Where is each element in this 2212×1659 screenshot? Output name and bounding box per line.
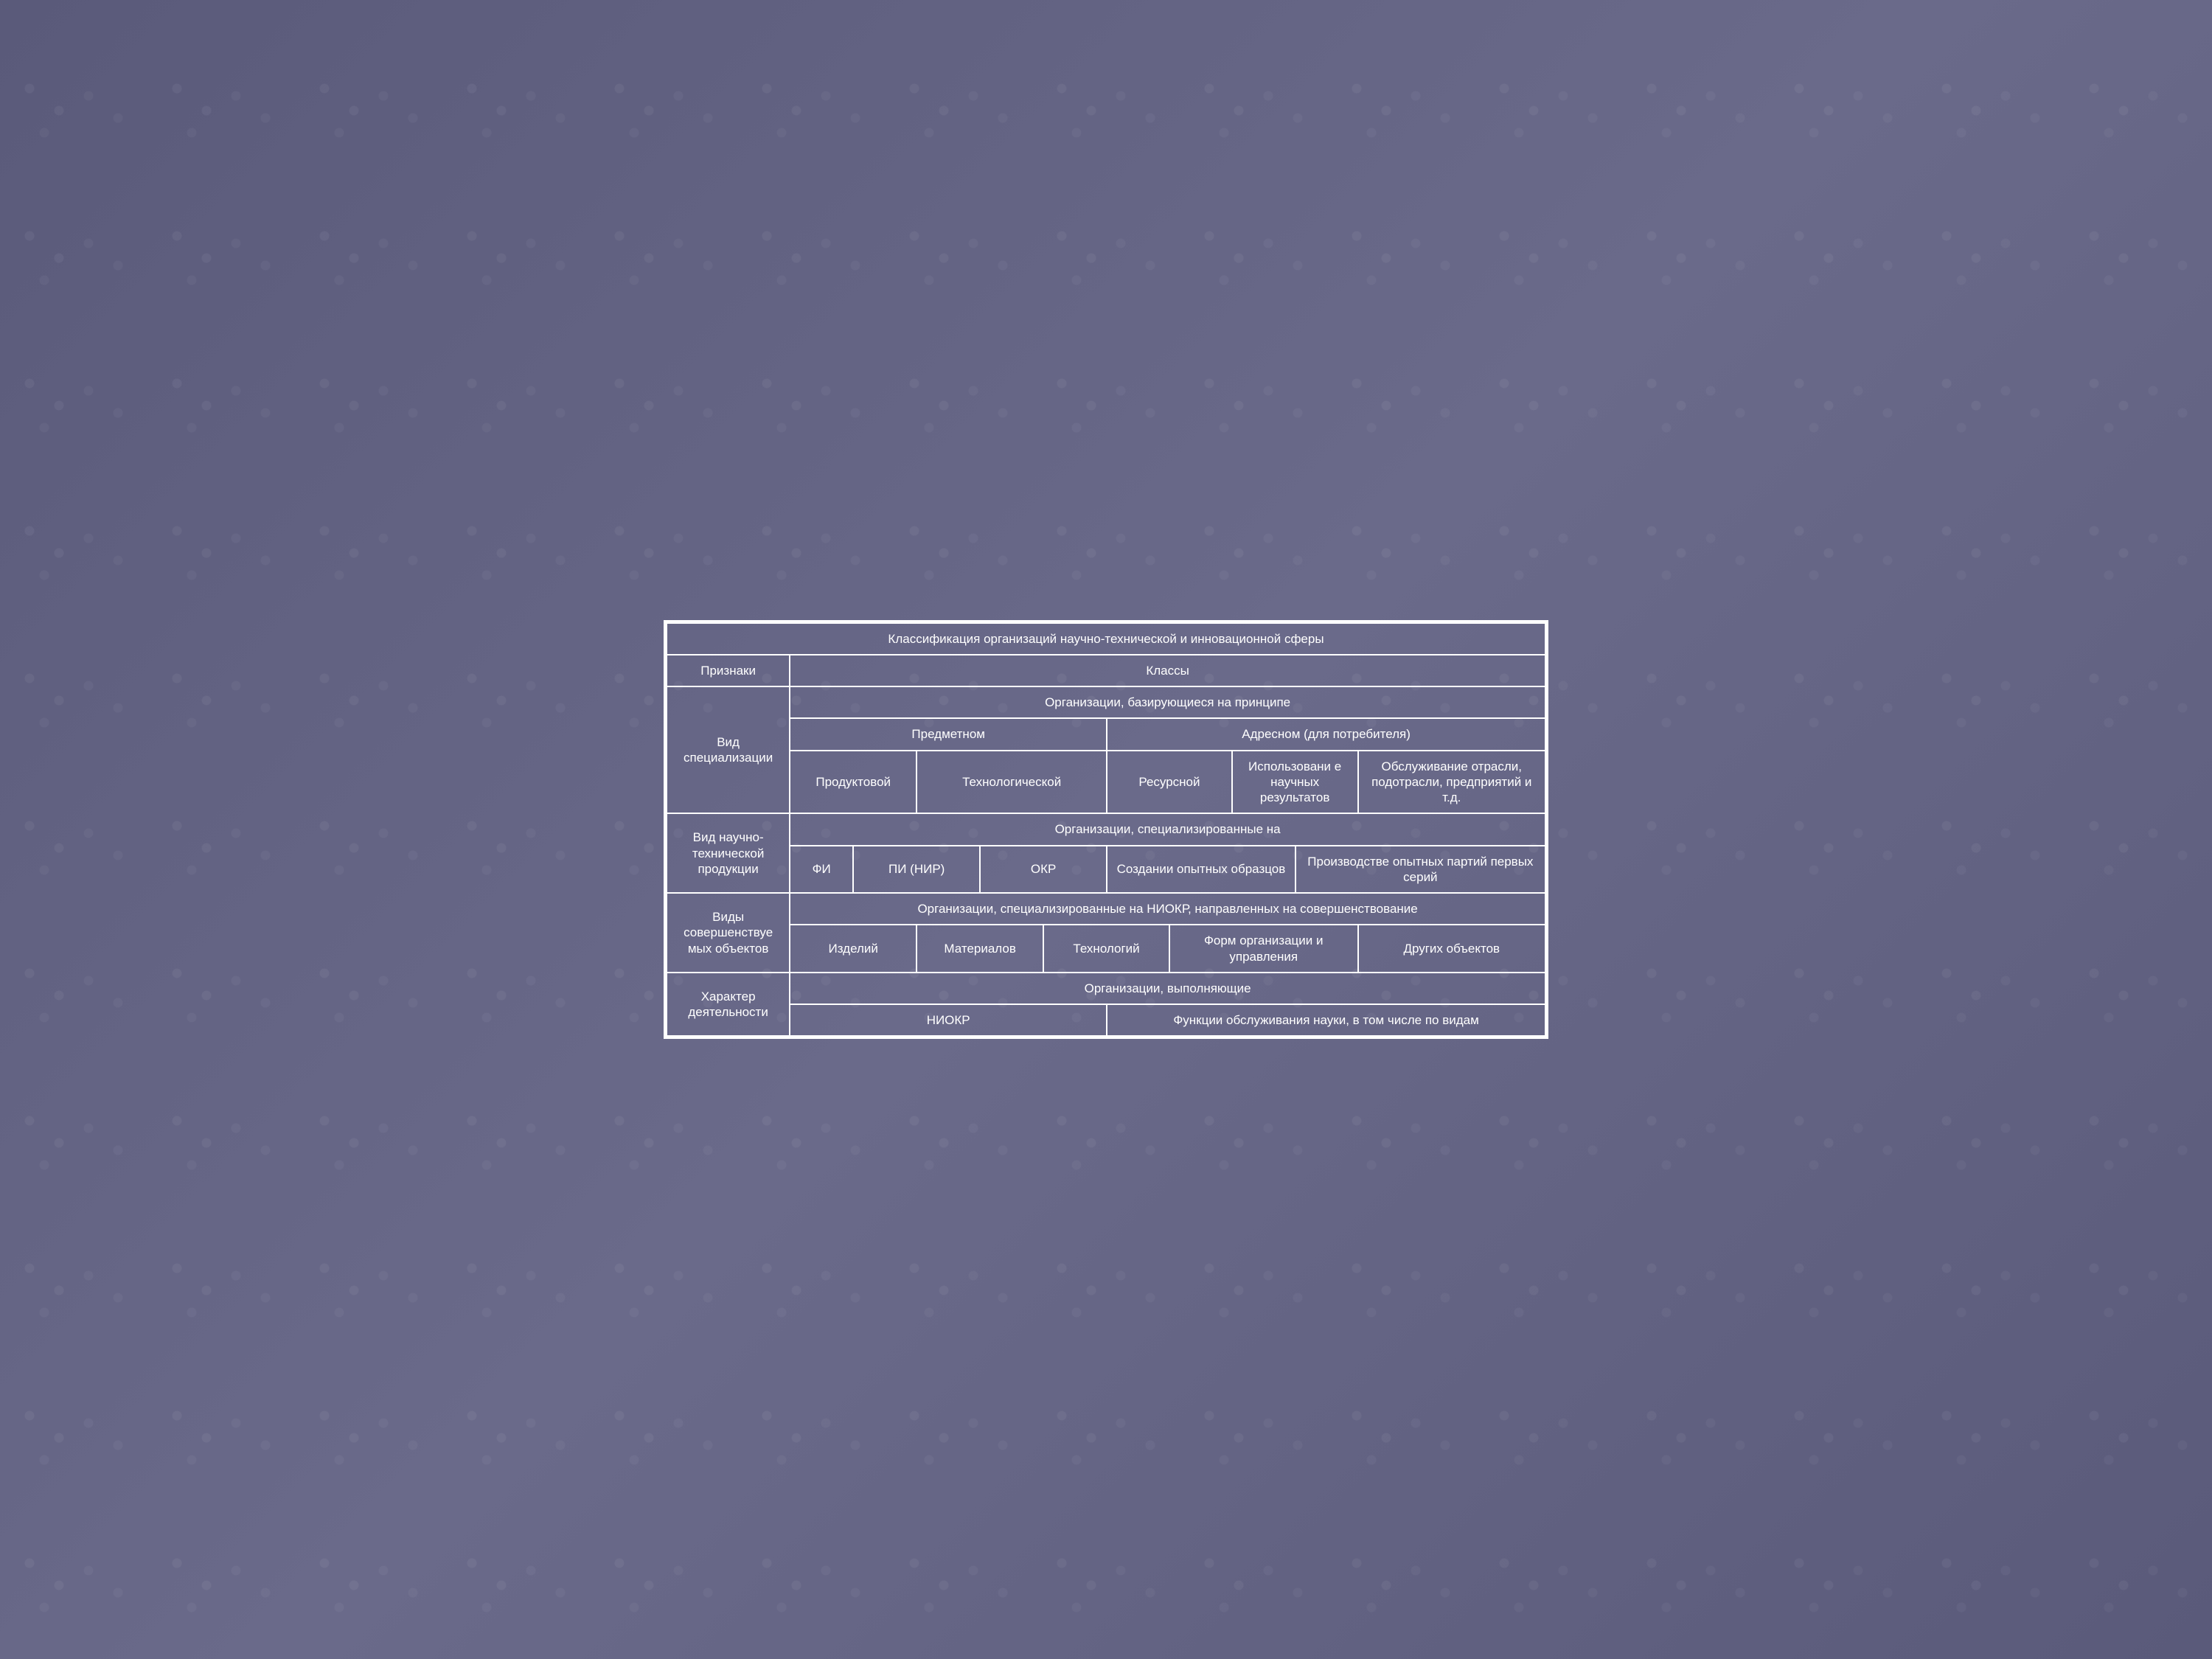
header-classes: Классы (790, 655, 1545, 686)
section-1-item-1: ПИ (НИР) (853, 846, 980, 894)
section-2-group: Организации, специализированные на НИОКР… (790, 893, 1545, 925)
section-3-item-0: НИОКР (790, 1004, 1107, 1036)
section-0-label: Вид специализации (667, 686, 790, 813)
section-2-item-3: Форм организации и управления (1169, 925, 1358, 973)
section-1-item-3: Создании опытных образцов (1107, 846, 1295, 894)
section-1-group: Организации, специализированные на (790, 813, 1545, 845)
section-1-item-4: Производстве опытных партий первых серий (1295, 846, 1545, 894)
table-title: Классификация организаций научно-техниче… (667, 623, 1545, 655)
section-0-item-4: Обслуживание отрасли, подотрасли, предпр… (1358, 751, 1545, 814)
section-0-sub-1: Адресном (для потребителя) (1107, 718, 1545, 750)
section-1-label: Вид научно-технической продукции (667, 813, 790, 893)
section-2-label: Виды совершенствуе мых объектов (667, 893, 790, 973)
section-2-item-0: Изделий (790, 925, 917, 973)
header-features: Признаки (667, 655, 790, 686)
section-2-item-4: Других объектов (1358, 925, 1545, 973)
section-1-item-0: ФИ (790, 846, 853, 894)
section-2-item-2: Технологий (1043, 925, 1169, 973)
classification-table: Классификация организаций научно-техниче… (666, 622, 1546, 1037)
classification-table-frame: Классификация организаций научно-техниче… (664, 620, 1548, 1040)
section-0-item-1: Технологической (917, 751, 1107, 814)
section-0-item-3: Использовани е научных результатов (1232, 751, 1358, 814)
section-3-item-1: Функции обслуживания науки, в том числе … (1107, 1004, 1545, 1036)
section-3-group: Организации, выполняющие (790, 973, 1545, 1004)
section-2-item-1: Материалов (917, 925, 1043, 973)
section-0-item-2: Ресурсной (1107, 751, 1232, 814)
section-1-item-2: ОКР (980, 846, 1107, 894)
section-3-label: Характер деятельности (667, 973, 790, 1037)
section-0-group: Организации, базирующиеся на принципе (790, 686, 1545, 718)
section-0-sub-0: Предметном (790, 718, 1107, 750)
section-0-item-0: Продуктовой (790, 751, 917, 814)
